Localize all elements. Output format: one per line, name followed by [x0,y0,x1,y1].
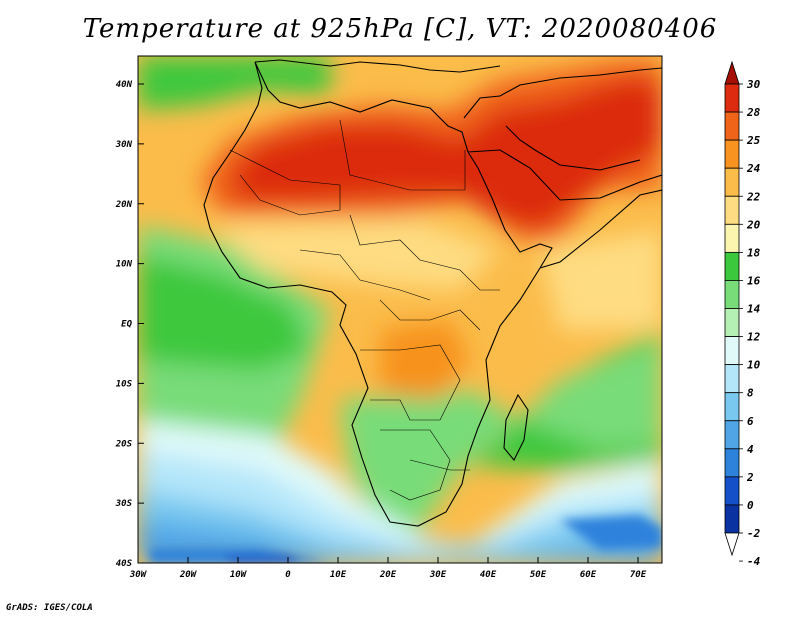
legend-label: 25 [746,134,761,147]
legend-swatch [724,364,740,394]
longitude-axis: 30W 20W 10W 0 10E 20E 30E 40E 50E 60E 70E [129,557,647,580]
legend-label: 20 [746,218,761,231]
legend-swatch [724,392,740,422]
lat-tick-label: 30S [115,499,133,509]
lat-tick-label: 20N [115,200,133,210]
legend-swatch [724,280,740,309]
lat-tick-label: EQ [121,320,132,330]
legend-swatch [724,336,740,366]
legend-label: 24 [746,162,761,175]
lon-tick-label: 60E [580,570,597,580]
lat-tick-label: 30N [115,140,133,150]
legend-label: 8 [747,387,754,400]
legend-label: 4 [747,443,754,456]
legend-label: -2 [747,527,761,540]
legend-label: 22 [746,190,761,203]
legend-swatch [724,167,740,197]
legend-swatch [724,504,740,534]
legend-label: 14 [747,303,761,316]
lon-tick-label: 20E [379,570,397,580]
legend-label: 28 [746,106,761,119]
legend-swatch [724,111,740,141]
grads-credit: GrADS: IGES/COLA [6,603,93,613]
legend-swatch [724,139,740,169]
lon-tick-label: 20W [179,570,198,580]
legend-swatch [724,532,740,557]
lon-tick-label: 10W [230,570,248,580]
lat-tick-label: 40S [116,559,133,569]
temperature-map-figure: 40N 30N 20N 10N EQ 10S 20S 30S 40S 30W 20W 10W 0 10E… [115,55,761,580]
lat-tick-label: 10S [116,379,133,389]
map-frame [137,55,663,564]
legend-swatch [724,420,740,450]
legend-label: 6 [747,415,754,428]
country-borders [229,119,500,501]
legend-label: 12 [747,331,761,344]
lon-tick-label: 70E [630,570,647,580]
legend-label: 0 [747,499,754,512]
legend-label: 18 [747,246,761,259]
latitude-axis: 40N 30N 20N 10N EQ 10S 20S 30S 40S [115,80,144,569]
lon-tick-label: 30W [129,570,148,580]
legend-swatch [724,308,740,337]
lon-tick-label: 40E [480,570,497,580]
legend-label: 16 [747,274,761,287]
lat-tick-label: 20S [115,439,133,449]
legend-swatch [724,60,740,85]
legend-label: 30 [746,78,761,91]
lon-tick-label: 0 [285,570,291,580]
legend-swatch [724,476,740,506]
legend-swatch [724,251,740,281]
legend-swatch [724,195,740,225]
lat-tick-label: 10N [116,260,133,270]
lat-tick-label: 40N [116,80,133,90]
legend-swatch [724,83,740,113]
map-title: Temperature at 925hPa [C], VT: 202008040… [82,14,718,44]
legend-label: -4 [747,555,761,568]
temperature-field [138,56,662,563]
lon-tick-label: 30E [429,570,447,580]
legend-swatch [724,448,740,478]
legend-label: 2 [746,471,754,484]
lon-tick-label: 10E [330,570,347,580]
legend-swatch [724,223,740,253]
legend-label: 10 [747,359,761,372]
lon-tick-label: 50E [530,570,547,580]
